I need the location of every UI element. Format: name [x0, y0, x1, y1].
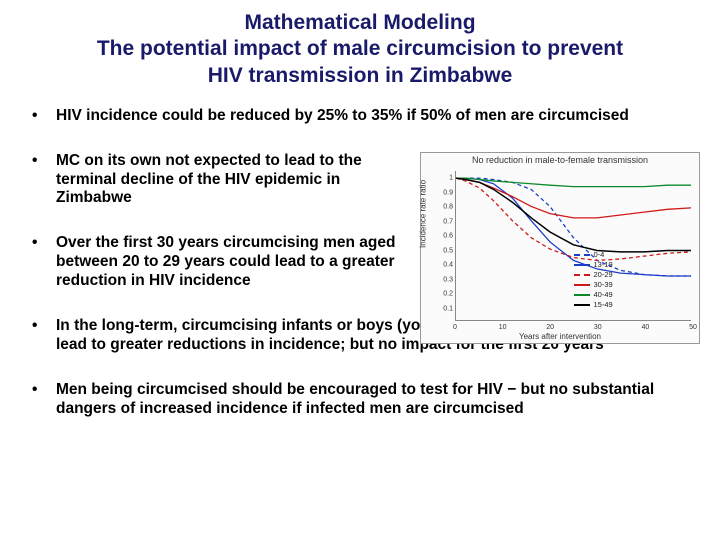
chart-y-tick: 0.3 — [441, 276, 453, 283]
chart-y-tick: 0.8 — [441, 204, 453, 211]
slide: Mathematical Modeling The potential impa… — [0, 0, 720, 540]
chart-x-tick: 10 — [499, 324, 507, 331]
legend-label: 20-29 — [594, 270, 613, 280]
legend-row: 30-39 — [574, 280, 613, 290]
chart-y-axis-label: Incidence rate ratio — [419, 180, 428, 248]
legend-swatch — [574, 304, 590, 306]
bullet-text: Men being circumcised should be encourag… — [56, 381, 654, 417]
chart-y-tick: 0.1 — [441, 305, 453, 312]
incidence-chart: No reduction in male-to-female transmiss… — [420, 152, 700, 344]
legend-label: 30-39 — [594, 280, 613, 290]
chart-plot-area: 0-413-1920-2930-3940-4915-49 — [455, 171, 691, 321]
chart-series-line — [456, 178, 691, 260]
chart-x-axis-label: Years after intervention — [421, 332, 699, 341]
chart-y-tick: 0.4 — [441, 262, 453, 269]
legend-swatch — [574, 294, 590, 296]
chart-x-tick: 0 — [453, 324, 457, 331]
chart-y-tick: 0.6 — [441, 233, 453, 240]
chart-x-tick: 40 — [641, 324, 649, 331]
chart-y-tick: 0.9 — [441, 189, 453, 196]
legend-row: 15-49 — [574, 300, 613, 310]
bullet-item: • HIV incidence could be reduced by 25% t… — [28, 107, 692, 126]
legend-label: 40-49 — [594, 290, 613, 300]
legend-label: 0-4 — [594, 250, 605, 260]
chart-series-line — [456, 178, 691, 252]
chart-x-tick: 30 — [594, 324, 602, 331]
bullet-marker: • — [32, 107, 37, 126]
bullet-item: • Men being circumcised should be encoura… — [28, 381, 692, 419]
legend-label: 13-19 — [594, 260, 613, 270]
title-line-2: The potential impact of male circumcisio… — [28, 36, 692, 62]
legend-swatch — [574, 274, 590, 276]
title-line-1: Mathematical Modeling — [28, 10, 692, 36]
legend-row: 13-19 — [574, 260, 613, 270]
legend-label: 15-49 — [594, 300, 613, 310]
bullet-text: Over the first 30 years circumcising men… — [56, 234, 414, 291]
bullet-text: HIV incidence could be reduced by 25% to… — [56, 107, 629, 124]
title-line-3: HIV transmission in Zimbabwe — [28, 63, 692, 89]
legend-swatch — [574, 264, 590, 266]
chart-x-tick: 20 — [546, 324, 554, 331]
chart-series-line — [456, 178, 691, 218]
slide-title: Mathematical Modeling The potential impa… — [28, 10, 692, 89]
bullet-marker: • — [32, 381, 37, 400]
chart-y-tick: 0.7 — [441, 218, 453, 225]
bullet-marker: • — [32, 152, 37, 171]
legend-row: 40-49 — [574, 290, 613, 300]
chart-x-tick: 50 — [689, 324, 697, 331]
legend-swatch — [574, 284, 590, 286]
legend-row: 20-29 — [574, 270, 613, 280]
bullet-marker: • — [32, 317, 37, 336]
chart-title: No reduction in male-to-female transmiss… — [421, 153, 699, 165]
bullet-marker: • — [32, 234, 37, 253]
chart-y-tick: 1 — [441, 175, 453, 182]
legend-swatch — [574, 254, 590, 256]
chart-y-tick: 0.5 — [441, 247, 453, 254]
chart-y-tick: 0.2 — [441, 291, 453, 298]
bullet-text: MC on its own not expected to lead to th… — [56, 152, 414, 209]
legend-row: 0-4 — [574, 250, 613, 260]
chart-legend: 0-413-1920-2930-3940-4915-49 — [574, 250, 613, 310]
